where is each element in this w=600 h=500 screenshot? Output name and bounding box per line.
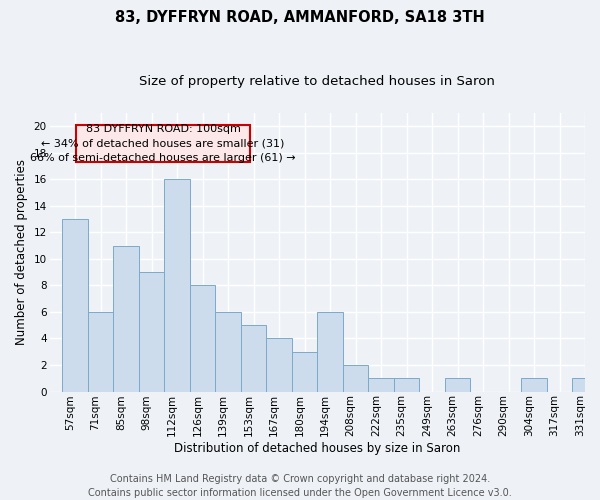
Bar	[62, 219, 88, 392]
Bar	[241, 325, 266, 392]
X-axis label: Distribution of detached houses by size in Saron: Distribution of detached houses by size …	[174, 442, 460, 455]
Bar	[343, 365, 368, 392]
Y-axis label: Number of detached properties: Number of detached properties	[15, 159, 28, 345]
Bar	[445, 378, 470, 392]
Bar	[190, 286, 215, 392]
Bar	[266, 338, 292, 392]
Bar	[139, 272, 164, 392]
Bar	[572, 378, 598, 392]
FancyBboxPatch shape	[76, 124, 250, 162]
Text: 83, DYFFRYN ROAD, AMMANFORD, SA18 3TH: 83, DYFFRYN ROAD, AMMANFORD, SA18 3TH	[115, 10, 485, 25]
Bar	[292, 352, 317, 392]
Bar	[113, 246, 139, 392]
Bar	[521, 378, 547, 392]
Bar	[368, 378, 394, 392]
Bar	[164, 179, 190, 392]
Bar	[394, 378, 419, 392]
Bar	[88, 312, 113, 392]
Title: Size of property relative to detached houses in Saron: Size of property relative to detached ho…	[139, 75, 495, 88]
Bar	[215, 312, 241, 392]
Text: 83 DYFFRYN ROAD: 100sqm
← 34% of detached houses are smaller (31)
66% of semi-de: 83 DYFFRYN ROAD: 100sqm ← 34% of detache…	[30, 124, 296, 163]
Text: Contains HM Land Registry data © Crown copyright and database right 2024.
Contai: Contains HM Land Registry data © Crown c…	[88, 474, 512, 498]
Bar	[317, 312, 343, 392]
